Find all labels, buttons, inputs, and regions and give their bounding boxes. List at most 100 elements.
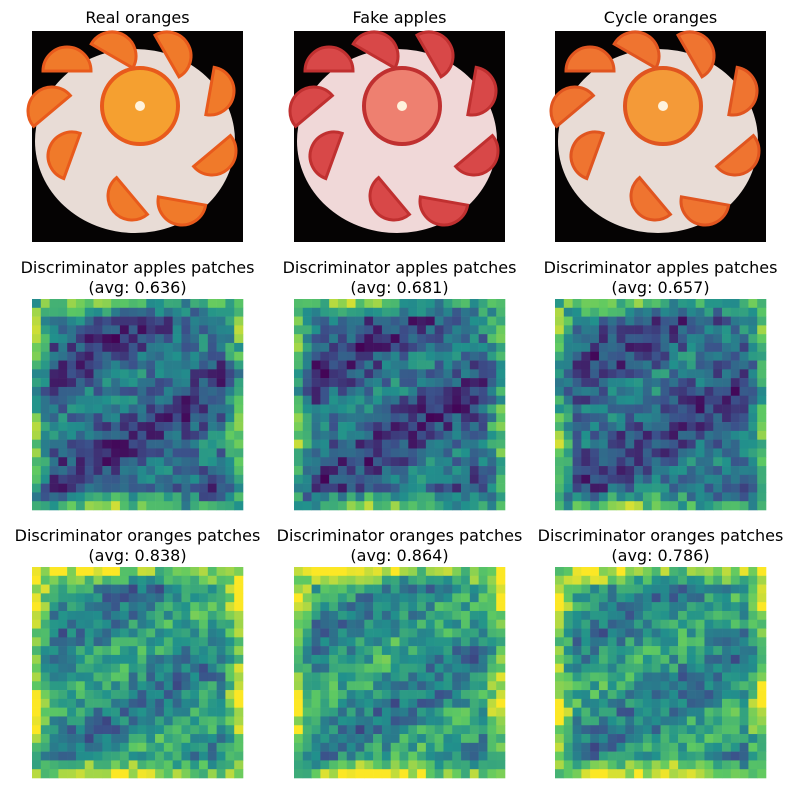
heatmap-cell <box>461 299 471 309</box>
heatmap-cell <box>111 351 121 361</box>
heatmap-cell <box>739 395 749 405</box>
heatmap-cell <box>625 351 635 361</box>
heatmap-cell <box>373 448 383 458</box>
heatmap-cell <box>443 672 453 682</box>
heatmap-cell <box>669 584 679 594</box>
heatmap-cell <box>234 492 244 502</box>
heatmap-cell <box>390 602 400 612</box>
heatmap-cell <box>111 619 121 629</box>
heatmap-cell <box>678 404 688 414</box>
heatmap-cell <box>181 716 191 726</box>
heatmap-cell <box>207 501 217 511</box>
heatmap-cell <box>634 760 644 770</box>
heatmap-cell <box>311 619 321 629</box>
heatmap-cell <box>695 725 705 735</box>
heatmap-cell <box>181 422 191 432</box>
heatmap-cell <box>355 672 365 682</box>
heatmap-cell <box>616 395 626 405</box>
heatmap-cell <box>642 474 653 484</box>
heatmap-cell <box>302 307 312 317</box>
heatmap-cell <box>294 619 304 629</box>
heatmap-cell <box>373 725 383 735</box>
heatmap-cell <box>75 316 86 326</box>
heatmap-cell <box>355 448 365 458</box>
heatmap-cell <box>425 567 435 577</box>
heatmap-cell <box>757 637 767 647</box>
heatmap-cell <box>381 457 392 467</box>
heatmap-cell <box>660 751 670 761</box>
heatmap-cell <box>399 395 409 405</box>
heatmap-cell <box>590 619 600 629</box>
heatmap-cell <box>355 466 365 476</box>
heatmap-cell <box>67 422 77 432</box>
heatmap-cell <box>84 681 94 691</box>
heatmap-cell <box>563 610 573 621</box>
heatmap-cell <box>67 492 77 502</box>
heatmap-cell <box>119 725 130 735</box>
heatmap-cell <box>346 610 356 621</box>
heatmap-cell <box>128 325 138 335</box>
heatmap-cell <box>616 360 626 370</box>
heatmap-cell <box>452 307 462 317</box>
heatmap-cell <box>311 760 321 770</box>
heatmap-cell <box>434 707 444 717</box>
heatmap-cell <box>163 369 173 379</box>
heatmap-cell <box>381 646 392 656</box>
heatmap-cell <box>634 637 644 647</box>
heatmap-cell <box>487 672 497 682</box>
heatmap-cell <box>311 698 321 708</box>
heatmap-cell <box>572 360 582 370</box>
heatmap-cell <box>425 299 435 309</box>
heatmap-cell <box>704 474 714 484</box>
heatmap-cell <box>487 334 497 344</box>
heatmap-cell <box>598 457 609 467</box>
heatmap-cell <box>642 466 653 476</box>
heatmap-cell <box>93 448 103 458</box>
heatmap-cell <box>678 395 688 405</box>
heatmap-cell <box>452 584 462 594</box>
heatmap-cell <box>686 404 696 414</box>
heatmap-cell <box>469 474 479 484</box>
heatmap-cell <box>461 672 471 682</box>
fruit-slice <box>288 85 335 129</box>
heatmap-cell <box>216 567 226 577</box>
heatmap-cell <box>311 751 321 761</box>
heatmap-cell <box>302 430 312 440</box>
heatmap-cell <box>337 602 348 612</box>
heatmap-cell <box>311 395 321 405</box>
heatmap-cell <box>722 492 732 502</box>
heatmap-cell <box>678 369 688 379</box>
heatmap-cell <box>417 646 427 656</box>
heatmap-cell <box>373 299 383 309</box>
heatmap-cell <box>225 628 235 638</box>
heatmap-cell <box>84 751 94 761</box>
heatmap-cell <box>572 602 582 612</box>
heatmap-cell <box>355 734 365 744</box>
heatmap-cell <box>651 593 661 603</box>
heatmap-cell <box>496 769 506 779</box>
heatmap-cell <box>443 422 453 432</box>
heatmap-cell <box>572 567 582 577</box>
heatmap-cell <box>496 334 506 344</box>
heatmap-cell <box>364 501 374 511</box>
heatmap-cell <box>452 716 462 726</box>
heatmap-cell <box>67 567 77 577</box>
heatmap-cell <box>625 404 635 414</box>
heatmap-cell <box>487 404 497 414</box>
heatmap-cell <box>669 646 679 656</box>
heatmap-cell <box>399 457 409 467</box>
heatmap-cell <box>49 725 59 735</box>
heatmap-cell <box>434 342 444 353</box>
heatmap-cell <box>616 474 626 484</box>
heatmap-cell <box>469 672 479 682</box>
heatmap-cell <box>32 751 42 761</box>
heatmap-cell <box>478 369 488 379</box>
heatmap-cell <box>146 567 156 577</box>
heatmap-cell <box>329 342 339 353</box>
heatmap-cell <box>417 698 427 708</box>
heatmap-cell <box>58 483 68 493</box>
heatmap-cell <box>704 404 714 414</box>
heatmap-cell <box>207 567 217 577</box>
heatmap-cell <box>572 654 582 665</box>
heatmap-cell <box>425 760 435 770</box>
